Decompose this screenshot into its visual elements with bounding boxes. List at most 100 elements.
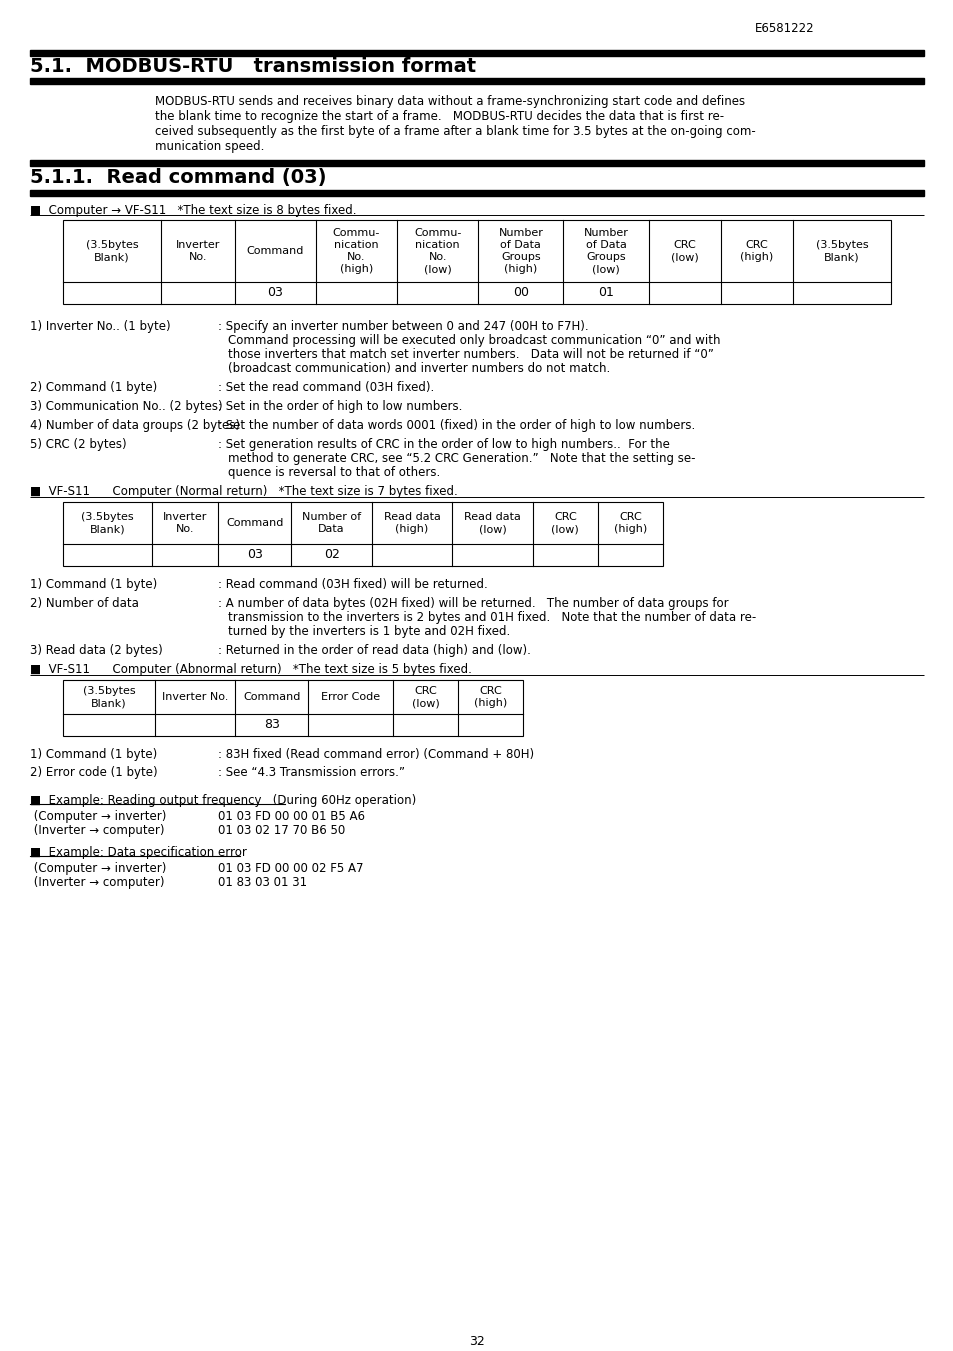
Text: ceived subsequently as the first byte of a frame after a blank time for 3.5 byte: ceived subsequently as the first byte of… (154, 126, 755, 138)
Text: Blank): Blank) (90, 524, 125, 534)
Bar (63, 680, 522, 736)
Text: 4) Number of data groups (2 bytes): 4) Number of data groups (2 bytes) (30, 419, 240, 432)
Text: 02: 02 (323, 549, 339, 562)
Text: CRC: CRC (478, 686, 501, 696)
Text: 2) Number of data: 2) Number of data (30, 597, 139, 611)
Text: 03: 03 (247, 549, 262, 562)
Text: transmission to the inverters is 2 bytes and 01H fixed.   Note that the number o: transmission to the inverters is 2 bytes… (228, 611, 756, 624)
Text: No.: No. (428, 253, 446, 262)
Text: Blank): Blank) (823, 253, 859, 262)
Text: (Computer → inverter): (Computer → inverter) (30, 811, 166, 823)
Bar (63, 503, 662, 566)
Text: 1) Command (1 byte): 1) Command (1 byte) (30, 748, 157, 761)
Text: Number of: Number of (302, 512, 361, 521)
Text: CRC: CRC (414, 686, 436, 696)
Bar (30, 159, 923, 166)
Text: No.: No. (189, 253, 207, 262)
Text: (Computer → inverter): (Computer → inverter) (30, 862, 166, 875)
Bar (30, 190, 923, 196)
Text: Error Code: Error Code (321, 692, 380, 703)
Text: 2) Command (1 byte): 2) Command (1 byte) (30, 381, 157, 394)
Text: Blank): Blank) (91, 698, 127, 708)
Text: 1) Inverter No.. (1 byte): 1) Inverter No.. (1 byte) (30, 320, 171, 332)
Text: (high): (high) (504, 263, 537, 274)
Text: munication speed.: munication speed. (154, 141, 264, 153)
Text: : See “4.3 Transmission errors.”: : See “4.3 Transmission errors.” (218, 766, 405, 780)
Text: nication: nication (415, 240, 459, 250)
Text: 01 03 02 17 70 B6 50: 01 03 02 17 70 B6 50 (218, 824, 345, 838)
Text: : Returned in the order of read data (high) and (low).: : Returned in the order of read data (hi… (218, 644, 530, 657)
Text: (low): (low) (423, 263, 451, 274)
Text: ■  Example: Data specification error: ■ Example: Data specification error (30, 846, 247, 859)
Text: (high): (high) (339, 263, 373, 274)
Text: (low): (low) (478, 524, 506, 534)
Text: Groups: Groups (500, 253, 540, 262)
Text: : Set the number of data words 0001 (fixed) in the order of high to low numbers.: : Set the number of data words 0001 (fix… (218, 419, 695, 432)
Text: 01 03 FD 00 00 02 F5 A7: 01 03 FD 00 00 02 F5 A7 (218, 862, 363, 875)
Text: Command: Command (226, 517, 283, 528)
Text: MODBUS-RTU sends and receives binary data without a frame-synchronizing start co: MODBUS-RTU sends and receives binary dat… (154, 95, 744, 108)
Text: Read data: Read data (464, 512, 520, 521)
Text: Command processing will be executed only broadcast communication “0” and with: Command processing will be executed only… (228, 334, 720, 347)
Text: (3.5bytes: (3.5bytes (86, 240, 138, 250)
Text: : Set in the order of high to low numbers.: : Set in the order of high to low number… (218, 400, 462, 413)
Text: 5.1.1.  Read command (03): 5.1.1. Read command (03) (30, 168, 326, 186)
Bar (63, 220, 890, 304)
Text: CRC: CRC (744, 240, 767, 250)
Text: ■  Computer → VF-S11   *The text size is 8 bytes fixed.: ■ Computer → VF-S11 *The text size is 8 … (30, 204, 356, 218)
Text: 03: 03 (267, 286, 283, 300)
Text: 5.1.  MODBUS-RTU   transmission format: 5.1. MODBUS-RTU transmission format (30, 57, 476, 76)
Text: 1) Command (1 byte): 1) Command (1 byte) (30, 578, 157, 590)
Text: 3) Read data (2 bytes): 3) Read data (2 bytes) (30, 644, 163, 657)
Text: CRC: CRC (554, 512, 577, 521)
Text: 5) CRC (2 bytes): 5) CRC (2 bytes) (30, 438, 127, 451)
Text: : A number of data bytes (02H fixed) will be returned.   The number of data grou: : A number of data bytes (02H fixed) wil… (218, 597, 728, 611)
Text: (high): (high) (395, 524, 428, 534)
Text: (high): (high) (740, 253, 773, 262)
Text: Inverter No.: Inverter No. (162, 692, 228, 703)
Text: Inverter: Inverter (175, 240, 220, 250)
Text: No.: No. (175, 524, 194, 534)
Text: (Inverter → computer): (Inverter → computer) (30, 824, 164, 838)
Text: (high): (high) (613, 524, 646, 534)
Text: 01 83 03 01 31: 01 83 03 01 31 (218, 875, 307, 889)
Text: No.: No. (347, 253, 365, 262)
Text: Blank): Blank) (94, 253, 130, 262)
Text: (high): (high) (474, 698, 507, 708)
Text: Inverter: Inverter (163, 512, 207, 521)
Text: 3) Communication No.. (2 bytes): 3) Communication No.. (2 bytes) (30, 400, 222, 413)
Bar (30, 78, 923, 84)
Text: : Set the read command (03H fixed).: : Set the read command (03H fixed). (218, 381, 434, 394)
Text: ■  Example: Reading output frequency   (During 60Hz operation): ■ Example: Reading output frequency (Dur… (30, 794, 416, 807)
Text: Read data: Read data (383, 512, 440, 521)
Text: : Specify an inverter number between 0 and 247 (00H to F7H).: : Specify an inverter number between 0 a… (218, 320, 588, 332)
Text: Commu-: Commu- (333, 228, 379, 238)
Text: ■  VF-S11      Computer (Abnormal return)   *The text size is 5 bytes fixed.: ■ VF-S11 Computer (Abnormal return) *The… (30, 663, 472, 676)
Text: CRC: CRC (673, 240, 696, 250)
Text: Commu-: Commu- (414, 228, 461, 238)
Text: (3.5bytes: (3.5bytes (83, 686, 135, 696)
Text: the blank time to recognize the start of a frame.   MODBUS-RTU decides the data : the blank time to recognize the start of… (154, 109, 723, 123)
Text: Number: Number (583, 228, 628, 238)
Text: 83: 83 (264, 719, 279, 731)
Text: E6581222: E6581222 (754, 22, 814, 35)
Text: Command: Command (243, 692, 300, 703)
Text: 32: 32 (469, 1335, 484, 1348)
Text: (Inverter → computer): (Inverter → computer) (30, 875, 164, 889)
Text: 2) Error code (1 byte): 2) Error code (1 byte) (30, 766, 157, 780)
Text: : 83H fixed (Read command error) (Command + 80H): : 83H fixed (Read command error) (Comman… (218, 748, 534, 761)
Text: of Data: of Data (500, 240, 540, 250)
Text: 01 03 FD 00 00 01 B5 A6: 01 03 FD 00 00 01 B5 A6 (218, 811, 365, 823)
Text: those inverters that match set inverter numbers.   Data will not be returned if : those inverters that match set inverter … (228, 349, 713, 361)
Text: (3.5bytes: (3.5bytes (815, 240, 867, 250)
Text: (low): (low) (592, 263, 619, 274)
Text: (3.5bytes: (3.5bytes (81, 512, 133, 521)
Text: Data: Data (318, 524, 345, 534)
Text: (low): (low) (670, 253, 698, 262)
Text: method to generate CRC, see “5.2 CRC Generation.”   Note that the setting se-: method to generate CRC, see “5.2 CRC Gen… (228, 453, 695, 465)
Text: (low): (low) (412, 698, 439, 708)
Text: 01: 01 (598, 286, 614, 300)
Text: Groups: Groups (586, 253, 625, 262)
Text: CRC: CRC (618, 512, 641, 521)
Text: Command: Command (246, 246, 304, 255)
